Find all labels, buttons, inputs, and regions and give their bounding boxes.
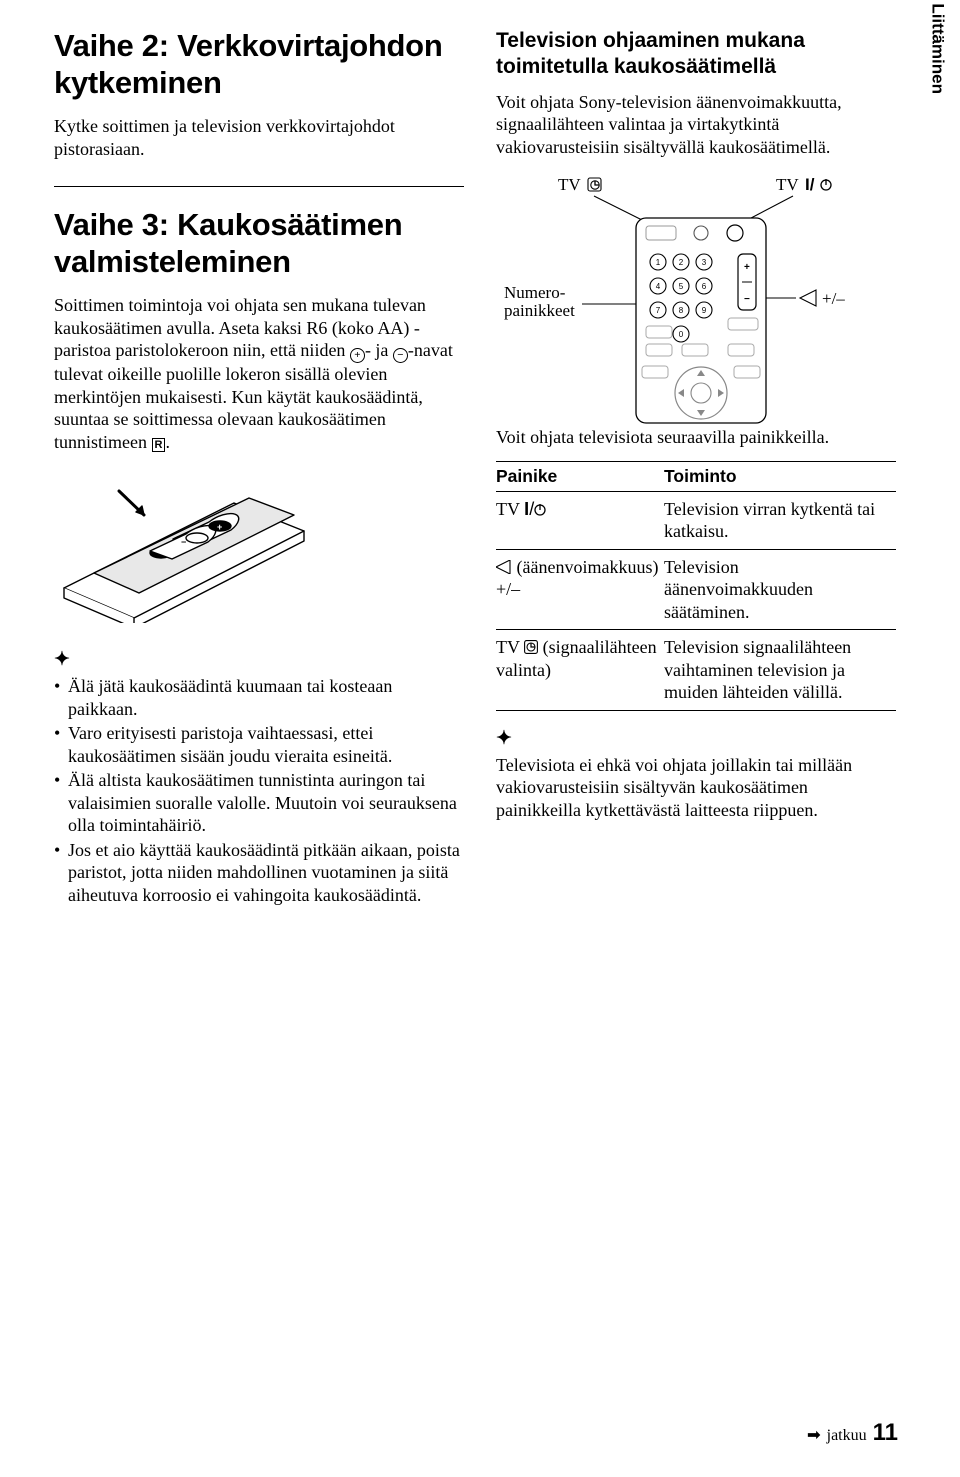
svg-text:TV: TV bbox=[558, 175, 581, 194]
svg-text:−: − bbox=[181, 537, 186, 547]
step2-heading: Vaihe 2: Verkkovirtajohdon kytkeminen bbox=[54, 28, 464, 101]
divider bbox=[54, 186, 464, 187]
note-icon: ✦ bbox=[496, 727, 896, 750]
table-row: TV (signaalilähteen valinta) Television … bbox=[496, 630, 896, 711]
step3-heading: Vaihe 3: Kaukosäätimen valmisteleminen bbox=[54, 207, 464, 280]
table-row: (äänenvoi­makkuus) +/– Television äänenv… bbox=[496, 549, 896, 630]
svg-text:7: 7 bbox=[656, 306, 661, 315]
svg-text:+: + bbox=[217, 522, 222, 532]
svg-text:6: 6 bbox=[702, 282, 707, 291]
step3-body: Soittimen toimintoja voi ohjata sen muka… bbox=[54, 294, 464, 453]
step2-body: Kytke soittimen ja television verkkovirt… bbox=[54, 115, 464, 160]
remote-diagram: TV TV I/ Numero- painikkeet +/– bbox=[496, 166, 896, 426]
svg-text:+: + bbox=[744, 262, 750, 273]
svg-text:1: 1 bbox=[656, 258, 661, 267]
note-icon: ✦ bbox=[54, 648, 464, 671]
table-row: TV I/ Television virran kytkentä tai kat… bbox=[496, 491, 896, 549]
continue-label: jatkuu bbox=[827, 1427, 867, 1445]
svg-text:2: 2 bbox=[679, 258, 684, 267]
svg-text:Numero-: Numero- bbox=[504, 283, 566, 302]
list-item: Jos et aio käyttää kaukosäädintä pitkään… bbox=[54, 839, 464, 907]
plus-icon: + bbox=[350, 348, 365, 363]
minus-icon: − bbox=[393, 348, 408, 363]
button-function-table: Painike Toiminto TV I/ Television virran… bbox=[496, 461, 896, 711]
list-item: Älä altista kaukosäätimen tunnistinta au… bbox=[54, 769, 464, 837]
svg-text:TV: TV bbox=[776, 175, 799, 194]
tv-buttons-intro: Voit ohjata televisiota seuraavilla pain… bbox=[496, 426, 896, 449]
list-item: Älä jätä kaukosäädintä kuumaan tai koste… bbox=[54, 675, 464, 720]
svg-text:3: 3 bbox=[702, 258, 707, 267]
svg-text:painikkeet: painikkeet bbox=[504, 301, 575, 320]
svg-text:0: 0 bbox=[679, 330, 684, 339]
page-footer: ➟ jatkuu 11 bbox=[807, 1419, 898, 1447]
svg-text:5: 5 bbox=[679, 282, 684, 291]
remote-sensor-icon: R bbox=[152, 438, 166, 452]
warning-list: Älä jätä kaukosäädintä kuumaan tai koste… bbox=[54, 675, 464, 906]
svg-text:8: 8 bbox=[679, 306, 684, 315]
side-tab: Liittäminen bbox=[928, 3, 948, 94]
list-item: Varo erityisesti paristoja vaihtaessasi,… bbox=[54, 722, 464, 767]
page-number: 11 bbox=[873, 1419, 898, 1447]
svg-text:9: 9 bbox=[702, 306, 707, 315]
tv-note: Televisiota ei ehkä voi ohjata joillakin… bbox=[496, 754, 896, 822]
svg-text:−: − bbox=[744, 294, 750, 305]
battery-illustration: + − bbox=[54, 473, 324, 623]
tv-control-heading: Television ohjaaminen mukana toimitetull… bbox=[496, 28, 896, 81]
table-header-toiminto: Toiminto bbox=[664, 461, 896, 491]
svg-text:+/–: +/– bbox=[822, 289, 845, 308]
svg-text:4: 4 bbox=[656, 282, 661, 291]
svg-text:I/: I/ bbox=[805, 175, 815, 194]
table-header-painike: Painike bbox=[496, 461, 664, 491]
tv-control-body: Voit ohjata Sony-television äänenvoimakk… bbox=[496, 91, 896, 159]
